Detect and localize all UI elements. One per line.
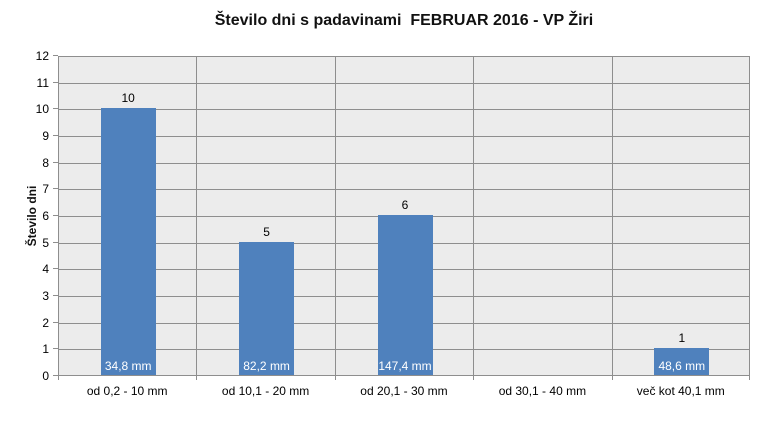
y-tick-mark	[53, 241, 58, 243]
y-tick-label: 9	[42, 129, 49, 143]
y-tick-mark	[53, 135, 58, 136]
y-tick-mark	[53, 188, 58, 190]
y-tick-mark	[53, 215, 58, 216]
y-tick-mark	[53, 161, 58, 163]
y-tick-label: 0	[42, 369, 49, 383]
gridline-horizontal	[59, 189, 749, 191]
gridline-vertical	[611, 57, 613, 375]
x-tick-mark	[334, 376, 336, 380]
y-tick-label: 12	[35, 49, 49, 63]
gridline-vertical	[473, 57, 475, 375]
x-tick-mark	[473, 376, 475, 380]
x-category-label: od 0,2 - 10 mm	[86, 384, 168, 398]
bar: 147,4 mm	[377, 215, 433, 375]
y-tick-mark	[53, 348, 58, 350]
bar-value-label: 5	[263, 224, 270, 239]
gridline-vertical	[334, 57, 336, 375]
y-tick-label: 1	[42, 342, 49, 357]
gridline-horizontal	[59, 162, 749, 164]
plot-area: 34,8 mm 10 82,2 mm 5 147,4 mm 6 48,6 mm 1	[58, 56, 750, 376]
x-tick-mark	[196, 376, 198, 380]
bar-inner-label: 48,6 mm	[658, 359, 706, 373]
x-tick-mark	[611, 376, 613, 380]
bar-inner-label: 34,8 mm	[104, 359, 152, 373]
gridline-horizontal	[59, 82, 749, 84]
y-tick-mark	[53, 81, 58, 83]
x-tick-mark	[749, 376, 750, 380]
bar: 82,2 mm	[239, 241, 295, 375]
y-tick-label: 10	[35, 102, 49, 117]
x-category-label: več kot 40,1 mm	[636, 384, 725, 398]
chart-title: Število dni s padavinami FEBRUAR 2016 - …	[214, 12, 594, 29]
bar-inner-label: 147,4 mm	[378, 359, 432, 373]
y-tick-mark	[53, 295, 58, 296]
y-tick-mark	[53, 268, 58, 270]
y-tick-mark	[53, 108, 58, 110]
gridline-horizontal	[59, 136, 749, 137]
y-tick-mark	[53, 321, 58, 323]
y-tick-label: 7	[42, 182, 49, 197]
gridline-horizontal	[59, 109, 749, 111]
bar-inner-label: 82,2 mm	[243, 359, 290, 373]
y-tick-label: 2	[42, 315, 49, 330]
x-category-label: od 20,1 - 30 mm	[360, 384, 448, 398]
bar-value-label: 6	[401, 198, 409, 212]
y-tick-label: 3	[42, 289, 49, 303]
bar-value-label: 10	[121, 91, 135, 106]
y-tick-label: 4	[42, 262, 49, 277]
y-tick-label: 8	[42, 155, 49, 170]
y-tick-label: 6	[42, 209, 49, 223]
y-tick-label: 5	[42, 235, 49, 250]
y-tick-mark	[53, 375, 58, 376]
gridline-vertical	[196, 57, 198, 375]
bar: 34,8 mm	[100, 108, 156, 375]
x-tick-mark	[58, 376, 59, 380]
y-tick-mark	[53, 55, 58, 56]
x-category-label: od 10,1 - 20 mm	[221, 384, 310, 398]
bar: 48,6 mm	[654, 348, 710, 375]
bar-value-label: 1	[678, 331, 686, 346]
y-tick-label: 11	[36, 75, 49, 90]
x-category-label: od 30,1 - 40 mm	[498, 384, 587, 398]
